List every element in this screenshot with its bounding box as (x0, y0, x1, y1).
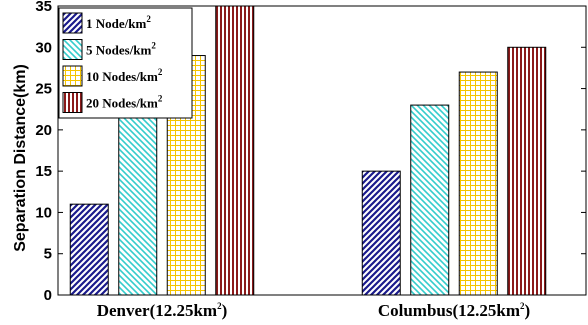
legend-entry: 20 Nodes/km2 (86, 94, 163, 111)
y-tick-label: 15 (35, 163, 52, 180)
legend-entry: 10 Nodes/km2 (86, 67, 163, 84)
y-tick-label: 5 (44, 246, 52, 263)
bar (215, 5, 255, 296)
bar (361, 170, 401, 296)
bar (458, 71, 498, 296)
legend: 1 Node/km2 5 Nodes/km2 10 Nodes/km2 20 Node… (58, 7, 193, 119)
y-tick-label: 20 (35, 122, 52, 139)
legend-swatch (62, 92, 83, 113)
y-tick-label: 25 (35, 81, 52, 98)
bar (410, 104, 450, 296)
legend-entry: 5 Nodes/km2 (86, 41, 156, 58)
plot-frame (57, 5, 587, 296)
y-tick-label: 10 (35, 204, 52, 221)
legend-swatch (62, 12, 83, 34)
bar (69, 203, 109, 296)
legend-swatch (62, 39, 83, 60)
x-category-labels: Denver(12.25km2) Columbus(12.25km2) (97, 301, 530, 320)
axes (57, 5, 587, 296)
y-tick-label: 30 (35, 39, 52, 56)
legend-entry: 1 Node/km2 (86, 14, 151, 31)
legend-swatch (62, 65, 83, 87)
bar (507, 46, 547, 296)
y-tick-label: 0 (44, 287, 52, 304)
x-category-label: Denver(12.25km2) (97, 301, 228, 320)
y-tick-label: 35 (35, 0, 52, 15)
x-category-label: Columbus(12.25km2) (378, 301, 530, 320)
bar (118, 116, 158, 296)
y-axis-label: Separation Distance(km) (12, 64, 29, 252)
y-ticks: 0 5 10 15 20 25 30 35 (35, 0, 586, 304)
